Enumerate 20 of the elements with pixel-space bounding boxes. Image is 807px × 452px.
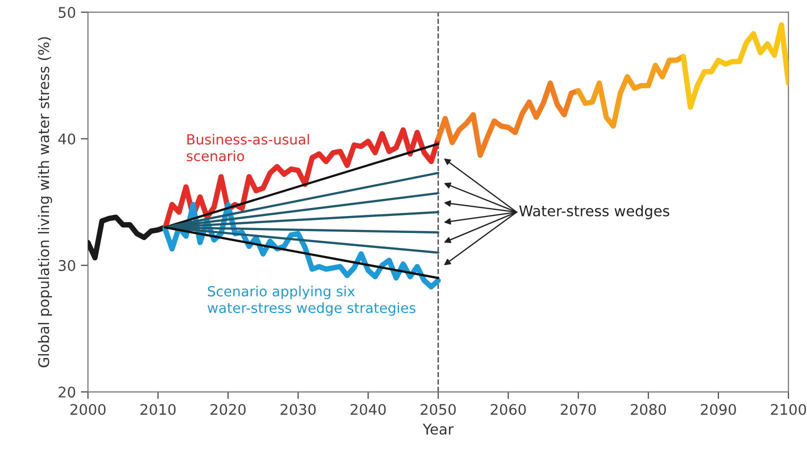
x-tick-label: 2000 bbox=[70, 404, 106, 415]
x-tick-label: 2030 bbox=[280, 404, 316, 415]
x-tick-label: 2070 bbox=[560, 404, 596, 415]
x-tick-label: 2010 bbox=[140, 404, 176, 415]
x-tick-label: 2020 bbox=[210, 404, 246, 415]
y-tick-label: 50 bbox=[58, 6, 76, 18]
y-tick-label: 30 bbox=[58, 260, 76, 272]
x-axis-title: Year bbox=[422, 424, 454, 435]
x-tick-label: 2080 bbox=[630, 404, 666, 415]
x-tick-label: 2040 bbox=[350, 404, 386, 415]
x-tick-label: 2060 bbox=[490, 404, 526, 415]
annotation: Water-stress wedges bbox=[519, 205, 670, 220]
y-tick-label: 40 bbox=[58, 133, 76, 145]
y-axis-title: Global population living with water stress (%) bbox=[38, 37, 52, 368]
x-tick-label: 2050 bbox=[420, 404, 456, 415]
y-tick-label: 20 bbox=[58, 386, 76, 398]
x-tick-label: 2090 bbox=[700, 404, 736, 415]
x-tick-label: 2100 bbox=[770, 404, 806, 415]
series-label: Business-as-usual scenario bbox=[186, 134, 309, 162]
series-label: Scenario applying six water-stress wedge strategies bbox=[208, 286, 416, 316]
